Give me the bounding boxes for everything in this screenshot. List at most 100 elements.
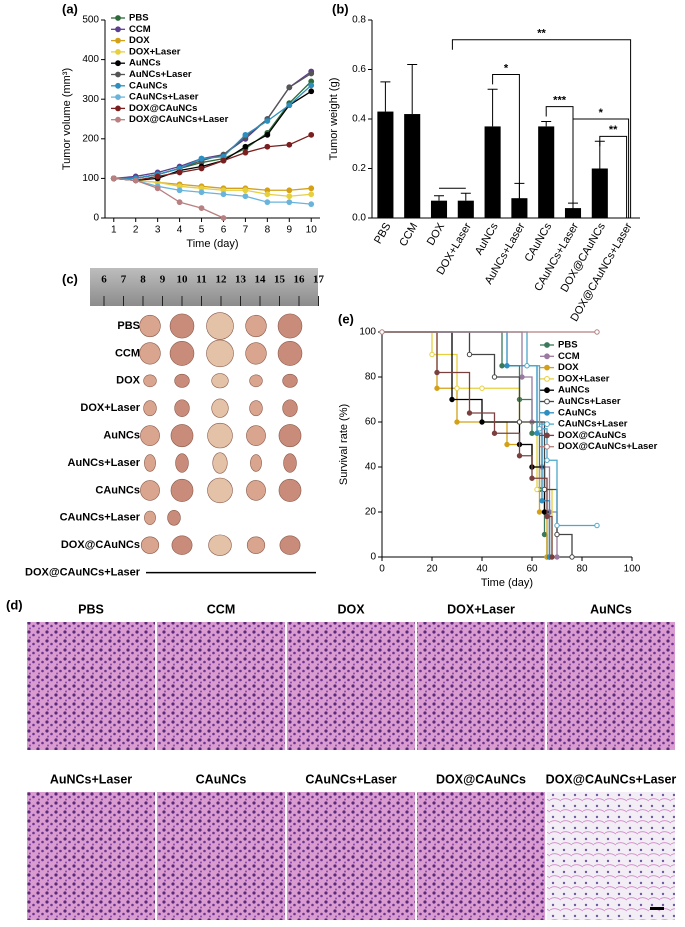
y-tick-label: 20 bbox=[365, 507, 377, 518]
marker bbox=[529, 430, 535, 436]
significance-bracket bbox=[492, 73, 520, 218]
ruler-number: 11 bbox=[196, 274, 206, 286]
marker bbox=[220, 191, 227, 198]
marker bbox=[198, 189, 205, 196]
panel-label: (c) bbox=[62, 271, 78, 286]
ruler-number: 12 bbox=[216, 274, 228, 286]
bar bbox=[457, 200, 474, 218]
legend-marker bbox=[544, 342, 550, 348]
x-tick-label: 1 bbox=[111, 225, 117, 236]
ruler-number: 7 bbox=[121, 274, 127, 286]
tumor-photo bbox=[245, 342, 267, 365]
y-tick-label: 500 bbox=[82, 15, 99, 26]
marker bbox=[286, 84, 293, 91]
bar bbox=[430, 200, 448, 218]
histology-image bbox=[157, 792, 285, 920]
legend-marker bbox=[115, 71, 121, 78]
marker bbox=[539, 498, 545, 504]
tumor-photo bbox=[174, 373, 190, 388]
legend-marker bbox=[115, 26, 121, 33]
significance-label: ** bbox=[537, 28, 546, 40]
error-bar bbox=[407, 64, 418, 115]
ruler-number: 6 bbox=[101, 274, 107, 286]
x-tick-label: AuNCs bbox=[473, 221, 501, 258]
tumor-photo bbox=[140, 480, 160, 501]
histology-image bbox=[27, 792, 155, 920]
tumor-photo bbox=[250, 454, 262, 472]
marker bbox=[242, 187, 249, 194]
ruler-number: 13 bbox=[235, 274, 247, 286]
ruler-number: 9 bbox=[160, 274, 166, 286]
tumor-photo bbox=[246, 536, 266, 554]
marker bbox=[220, 215, 227, 221]
tumor-photo bbox=[169, 340, 195, 366]
tumor-photo bbox=[278, 478, 302, 502]
marker bbox=[132, 177, 139, 184]
legend-label: DOX+Laser bbox=[129, 46, 181, 57]
tumor-photo bbox=[282, 373, 298, 388]
legend-marker bbox=[544, 398, 550, 405]
ruler-number: 16 bbox=[294, 274, 306, 286]
tumor-photo bbox=[249, 374, 263, 388]
marker bbox=[154, 185, 161, 192]
marker bbox=[308, 201, 315, 208]
tumor-photo bbox=[277, 313, 303, 339]
marker bbox=[308, 191, 315, 198]
tumor-photo bbox=[206, 312, 234, 340]
histology-image bbox=[287, 622, 415, 750]
tumor-photo bbox=[277, 340, 303, 366]
legend-label: AuNCs+Laser bbox=[558, 396, 621, 407]
y-tick-label: 100 bbox=[359, 327, 376, 338]
image-label: CCM bbox=[207, 602, 235, 616]
marker bbox=[242, 143, 249, 150]
legend-label: AuNCs bbox=[129, 58, 161, 69]
y-tick-label: 100 bbox=[82, 173, 99, 184]
marker bbox=[541, 531, 548, 538]
marker bbox=[541, 509, 548, 515]
marker bbox=[544, 513, 550, 520]
series-line bbox=[113, 177, 312, 205]
series-line bbox=[382, 331, 573, 557]
histology-image bbox=[417, 622, 545, 750]
y-tick-label: 0.0 bbox=[352, 213, 366, 224]
x-tick-label: 10 bbox=[306, 225, 318, 236]
significance-label: *** bbox=[553, 95, 567, 107]
marker bbox=[308, 88, 315, 95]
row-label: AuNCs+Laser bbox=[68, 457, 141, 469]
tumor-photo bbox=[278, 424, 302, 448]
legend-marker bbox=[544, 443, 550, 450]
tumor-photo bbox=[170, 478, 194, 502]
legend-label: CCM bbox=[129, 24, 151, 35]
image-label: DOX bbox=[337, 602, 365, 616]
tumor-photo bbox=[211, 373, 229, 389]
marker bbox=[554, 522, 560, 529]
image-label: CAuNCs+Laser bbox=[305, 772, 396, 786]
row-label: PBS bbox=[117, 320, 140, 332]
bar bbox=[538, 126, 555, 218]
legend-label: CCM bbox=[558, 351, 580, 362]
image-label: DOX+Laser bbox=[447, 602, 515, 616]
marker bbox=[379, 329, 385, 335]
legend-marker bbox=[544, 353, 550, 360]
panel-label: (d) bbox=[6, 597, 23, 612]
tumor-photo bbox=[279, 535, 301, 555]
legend-marker bbox=[115, 37, 121, 44]
tumor-photo bbox=[212, 452, 228, 474]
row-label: DOX@CAuNCs+Laser bbox=[25, 567, 141, 579]
tumor-photo bbox=[283, 453, 297, 473]
x-tick-label: 40 bbox=[476, 564, 488, 575]
error-bar bbox=[541, 120, 552, 127]
marker bbox=[308, 82, 315, 89]
legend-label: DOX+Laser bbox=[558, 373, 610, 384]
legend-label: AuNCs+Laser bbox=[129, 69, 192, 80]
marker bbox=[176, 169, 183, 176]
marker bbox=[242, 149, 249, 156]
legend-marker bbox=[544, 421, 550, 428]
marker bbox=[454, 419, 460, 425]
row-label: CAuNCs+Laser bbox=[60, 512, 141, 524]
row-label: CAuNCs bbox=[95, 484, 140, 496]
tumor-photo bbox=[139, 342, 161, 365]
legend-label: CAuNCs bbox=[129, 80, 168, 91]
y-tick-label: 0.8 bbox=[352, 15, 366, 26]
marker bbox=[264, 131, 271, 138]
